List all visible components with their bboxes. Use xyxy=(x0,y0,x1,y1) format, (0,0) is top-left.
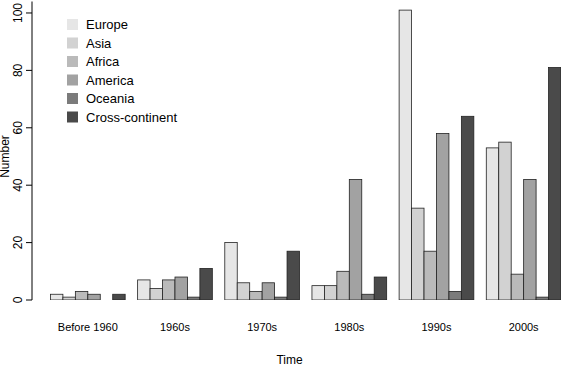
y-tick-label: 60 xyxy=(11,121,25,135)
legend-label: Africa xyxy=(86,54,120,69)
bar xyxy=(150,289,162,300)
bar xyxy=(63,297,75,300)
bar xyxy=(50,294,62,300)
y-tick-label: 80 xyxy=(11,63,25,77)
bar xyxy=(100,300,112,301)
bar xyxy=(275,297,287,300)
bar xyxy=(436,134,448,300)
legend-swatch xyxy=(67,93,78,104)
legend-label: Europe xyxy=(86,17,128,32)
bar xyxy=(337,271,349,300)
y-tick-label: 100 xyxy=(11,3,25,23)
y-tick xyxy=(26,300,32,301)
bar xyxy=(549,68,561,300)
bar xyxy=(374,277,386,300)
bar xyxy=(75,291,87,300)
category-label: 1990s xyxy=(421,321,451,333)
bar xyxy=(138,280,150,300)
y-tick-label: 0 xyxy=(11,296,25,303)
legend-swatch xyxy=(67,19,78,30)
bar xyxy=(187,297,199,300)
legend-label: America xyxy=(86,73,134,88)
bar xyxy=(349,179,361,300)
legend-label: Cross-continent xyxy=(86,110,177,125)
category-label: 1970s xyxy=(247,321,277,333)
legend-label: Oceania xyxy=(86,91,135,106)
legend-label: Asia xyxy=(86,36,112,51)
bar xyxy=(163,280,175,300)
category-label: Before 1960 xyxy=(58,321,118,333)
y-tick-label: 20 xyxy=(11,236,25,250)
bar xyxy=(324,286,336,300)
bar xyxy=(237,283,249,300)
y-tick xyxy=(26,12,32,13)
legend: Europe Asia Africa America Oceania Cross-cont… xyxy=(67,17,177,125)
y-tick xyxy=(26,185,32,186)
bar xyxy=(113,294,125,300)
bar xyxy=(486,148,498,300)
bar xyxy=(88,294,100,300)
legend-swatch xyxy=(67,75,78,86)
bar xyxy=(499,142,511,300)
bar xyxy=(399,10,411,300)
category-label: 1960s xyxy=(160,321,190,333)
bar xyxy=(200,268,212,300)
legend-swatch xyxy=(67,38,78,49)
bar xyxy=(262,283,274,300)
bar xyxy=(449,291,461,300)
bar xyxy=(250,291,262,300)
category-label: 2000s xyxy=(509,321,539,333)
y-tick-label: 40 xyxy=(11,178,25,192)
y-tick xyxy=(26,242,32,243)
legend-swatch xyxy=(67,56,78,67)
bar xyxy=(362,294,374,300)
bar xyxy=(287,251,299,300)
bars xyxy=(50,10,561,300)
legend-swatch xyxy=(67,112,78,123)
y-axis-title: Number xyxy=(0,135,12,178)
y-tick xyxy=(26,70,32,71)
bar xyxy=(524,179,536,300)
category-label: 1980s xyxy=(334,321,364,333)
bar xyxy=(175,277,187,300)
bar xyxy=(461,116,473,300)
bar xyxy=(225,243,237,300)
bar xyxy=(312,286,324,300)
chart: Before 1960 1960s 1970s 1980s 1990s 2000s 0 20 4… xyxy=(0,0,564,367)
bar xyxy=(511,274,523,300)
y-tick xyxy=(26,127,32,128)
bar xyxy=(536,297,548,300)
bar xyxy=(424,251,436,300)
x-axis-title: Time xyxy=(276,353,303,367)
bar xyxy=(412,208,424,300)
y-axis-line xyxy=(32,2,33,301)
